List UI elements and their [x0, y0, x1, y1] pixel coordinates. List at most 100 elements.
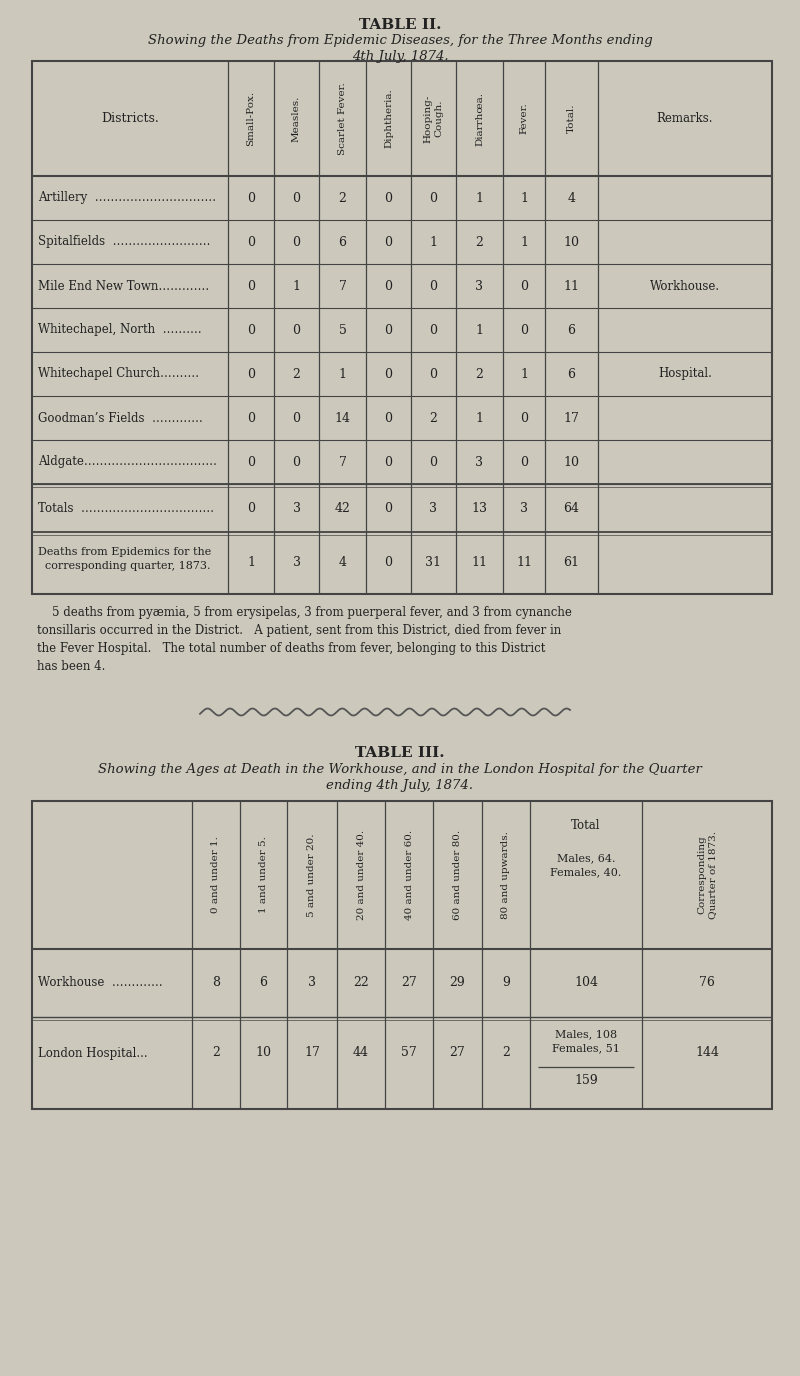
- Text: 159: 159: [574, 1075, 598, 1087]
- Text: 1: 1: [520, 235, 528, 249]
- Text: 13: 13: [471, 501, 487, 515]
- Text: 1: 1: [430, 235, 438, 249]
- Text: 27: 27: [401, 977, 417, 989]
- Text: 0 and under 1.: 0 and under 1.: [211, 837, 221, 914]
- Text: Fever.: Fever.: [519, 103, 529, 135]
- Text: 9: 9: [502, 977, 510, 989]
- Text: Showing the Deaths from Epidemic Diseases, for the Three Months ending: Showing the Deaths from Epidemic Disease…: [148, 34, 652, 47]
- Text: 0: 0: [520, 279, 528, 293]
- Text: 0: 0: [293, 191, 301, 205]
- Text: 104: 104: [574, 977, 598, 989]
- Text: 0: 0: [293, 235, 301, 249]
- Text: 0: 0: [430, 191, 438, 205]
- Text: 4: 4: [567, 191, 575, 205]
- Text: Whitechapel, North  ……….: Whitechapel, North ……….: [38, 323, 202, 337]
- Text: 0: 0: [430, 455, 438, 468]
- Text: 11: 11: [563, 279, 579, 293]
- Text: Hospital.: Hospital.: [658, 367, 712, 381]
- Text: Deaths from Epidemics for the
  corresponding quarter, 1873.: Deaths from Epidemics for the correspond…: [38, 548, 211, 571]
- Text: 4: 4: [338, 556, 346, 570]
- Text: Measles.: Measles.: [292, 95, 301, 142]
- Text: 10: 10: [255, 1047, 271, 1060]
- Text: Districts.: Districts.: [101, 111, 159, 125]
- Text: Corresponding
Quarter of 1873.: Corresponding Quarter of 1873.: [698, 831, 717, 919]
- Text: 60 and under 80.: 60 and under 80.: [453, 830, 462, 921]
- Text: 1: 1: [520, 191, 528, 205]
- Text: 0: 0: [385, 367, 393, 381]
- Text: 5 deaths from pyæmia, 5 from erysipelas, 3 from puerperal fever, and 3 from cyna: 5 deaths from pyæmia, 5 from erysipelas,…: [37, 605, 572, 673]
- Text: 40 and under 60.: 40 and under 60.: [405, 830, 414, 921]
- Text: 2: 2: [475, 235, 483, 249]
- Text: Artillery  ………………………….: Artillery ………………………….: [38, 191, 216, 205]
- Text: 5 and under 20.: 5 and under 20.: [307, 834, 317, 916]
- Text: 6: 6: [259, 977, 267, 989]
- Text: 1: 1: [293, 279, 301, 293]
- Text: 0: 0: [247, 367, 255, 381]
- Text: 2: 2: [338, 191, 346, 205]
- Text: ending 4th July, 1874.: ending 4th July, 1874.: [326, 779, 474, 793]
- Text: 0: 0: [385, 501, 393, 515]
- Text: 80 and upwards.: 80 and upwards.: [502, 831, 510, 919]
- Text: 10: 10: [563, 455, 579, 468]
- Text: 17: 17: [304, 1047, 320, 1060]
- Text: 0: 0: [430, 279, 438, 293]
- Text: Workhouse.: Workhouse.: [650, 279, 720, 293]
- Text: 22: 22: [353, 977, 369, 989]
- Text: 17: 17: [563, 411, 579, 425]
- Text: Small-Pox.: Small-Pox.: [246, 91, 255, 146]
- Text: 27: 27: [450, 1047, 466, 1060]
- Text: Diarrhœa.: Diarrhœa.: [475, 91, 484, 146]
- Text: 0: 0: [385, 279, 393, 293]
- Text: London Hospital...: London Hospital...: [38, 1047, 148, 1060]
- Text: 8: 8: [212, 977, 220, 989]
- Text: Mile End New Town………….: Mile End New Town………….: [38, 279, 209, 293]
- Text: 29: 29: [450, 977, 466, 989]
- Text: 0: 0: [247, 279, 255, 293]
- Text: 42: 42: [334, 501, 350, 515]
- Text: 0: 0: [520, 411, 528, 425]
- Text: 2: 2: [430, 411, 438, 425]
- Text: Totals  …………………………….: Totals …………………………….: [38, 501, 214, 515]
- Text: 0: 0: [293, 411, 301, 425]
- Text: 7: 7: [338, 279, 346, 293]
- Text: 1: 1: [475, 411, 483, 425]
- Text: 4th July, 1874.: 4th July, 1874.: [352, 50, 448, 63]
- Text: 0: 0: [520, 323, 528, 337]
- Text: 3: 3: [520, 501, 528, 515]
- Bar: [32, 801, 772, 1109]
- Text: 57: 57: [401, 1047, 417, 1060]
- Text: Scarlet Fever.: Scarlet Fever.: [338, 83, 347, 155]
- Text: Whitechapel Church……….: Whitechapel Church……….: [38, 367, 199, 381]
- Text: Goodman’s Fields  ………….: Goodman’s Fields ………….: [38, 411, 202, 425]
- Text: 76: 76: [699, 977, 715, 989]
- Text: Showing the Ages at Death in the Workhouse, and in the London Hospital for the Q: Showing the Ages at Death in the Workhou…: [98, 764, 702, 776]
- Text: TABLE III.: TABLE III.: [355, 746, 445, 760]
- Text: 1: 1: [520, 367, 528, 381]
- Text: Diphtheria.: Diphtheria.: [384, 88, 393, 149]
- Text: 14: 14: [334, 411, 350, 425]
- Text: 44: 44: [353, 1047, 369, 1060]
- Text: 144: 144: [695, 1047, 719, 1060]
- Text: Aldgate…………………………….: Aldgate…………………………….: [38, 455, 217, 468]
- Text: Spitalfields  …………………….: Spitalfields …………………….: [38, 235, 210, 249]
- Text: 0: 0: [430, 367, 438, 381]
- Text: 3: 3: [293, 556, 301, 570]
- Text: 0: 0: [385, 455, 393, 468]
- Text: 0: 0: [247, 191, 255, 205]
- Text: 0: 0: [247, 455, 255, 468]
- Text: 2: 2: [502, 1047, 510, 1060]
- Text: 20 and under 40.: 20 and under 40.: [357, 830, 366, 921]
- Text: 1: 1: [475, 323, 483, 337]
- Text: 1: 1: [475, 191, 483, 205]
- Text: 61: 61: [563, 556, 579, 570]
- Text: 64: 64: [563, 501, 579, 515]
- Text: 0: 0: [385, 191, 393, 205]
- Text: 1: 1: [338, 367, 346, 381]
- Text: 0: 0: [385, 235, 393, 249]
- Text: TABLE II.: TABLE II.: [358, 18, 442, 32]
- Text: Remarks.: Remarks.: [657, 111, 714, 125]
- Text: Workhouse  ………….: Workhouse ………….: [38, 977, 162, 989]
- Text: 0: 0: [247, 235, 255, 249]
- Text: 3: 3: [293, 501, 301, 515]
- Text: 0: 0: [385, 556, 393, 570]
